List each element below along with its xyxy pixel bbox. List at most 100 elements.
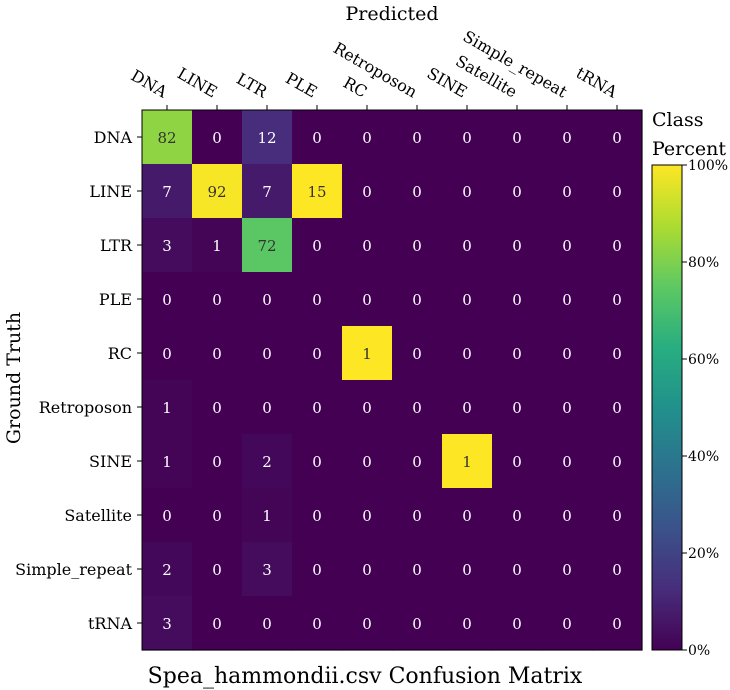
cell-value-label: 0 [612,453,622,471]
cell-value-label: 0 [512,399,522,417]
cell-value-label: 0 [162,507,172,525]
heatmap-cell [192,488,243,543]
colorbar-tick-label: 100% [688,158,728,174]
heatmap-cell [342,218,393,273]
heatmap-cell [242,110,293,165]
cell-value-label: 0 [162,291,172,309]
cell-value-label: 0 [412,237,422,255]
cell-value-label: 0 [262,291,272,309]
heatmap-cell [342,380,393,435]
colorbar-title-line-1: Class [652,109,703,131]
heatmap-cell [142,596,193,651]
heatmap-cell [442,596,493,651]
cell-value-labels: 82 0 12 0 0 0 0 0 0 07 92 7 15 0 0 0 0 0 03 1 72 0 0 0 0 0 0 00 0 0 0 0… [157,129,621,633]
heatmap-cell [542,272,593,327]
cell-value-label: 0 [212,291,222,309]
cell-value-label: 0 [512,615,522,633]
colorbar-tick-label: 40% [688,449,719,465]
cell-value-label: 0 [462,129,472,147]
cell-value-label: 0 [512,183,522,201]
heatmap-cell [342,272,393,327]
heatmap-cell [142,542,193,597]
cell-value-label: 0 [362,399,372,417]
heatmap-cell [542,542,593,597]
heatmap-cell [442,326,493,381]
heatmap-cell [592,434,643,489]
heatmap-cell [292,380,343,435]
cell-value-label: 0 [462,561,472,579]
heatmap-cell [492,488,543,543]
cell-value-label: 0 [312,237,322,255]
cell-value-label: 15 [307,183,326,201]
cell-value-label: 0 [212,561,222,579]
heatmap-cell [442,380,493,435]
cell-value-label: 0 [362,183,372,201]
heatmap-cell [292,164,343,219]
x-axis-title: Predicted [345,3,438,25]
y-tick-label: Satellite [64,506,132,525]
heatmap-cell [542,218,593,273]
cell-value-label: 0 [212,345,222,363]
cell-value-label: 0 [512,453,522,471]
heatmap-cell [342,542,393,597]
cell-value-label: 0 [212,507,222,525]
cell-value-label: 1 [262,507,272,525]
heatmap-cell [192,326,243,381]
y-tick-label: DNA [94,128,133,147]
cell-value-label: 0 [612,507,622,525]
cell-value-label: 0 [362,453,372,471]
cell-value-label: 0 [412,507,422,525]
cell-value-label: 1 [162,399,172,417]
cell-value-label: 0 [612,237,622,255]
heatmap-cell [242,272,293,327]
cell-value-label: 7 [262,183,272,201]
heatmap-cell [142,110,193,165]
cell-value-label: 0 [412,183,422,201]
heatmap-cell [542,380,593,435]
colorbar-tick-label: 20% [688,546,719,562]
heatmap-cell [442,110,493,165]
cell-value-label: 0 [362,291,372,309]
heatmap-cell [592,542,643,597]
cell-value-label: 0 [612,399,622,417]
heatmap-cell [342,164,393,219]
cell-value-label: 12 [257,129,276,147]
heatmap-cell [292,218,343,273]
heatmap-cell [492,218,543,273]
heatmap-cell [342,488,393,543]
cell-value-label: 0 [262,615,272,633]
cell-value-label: 0 [412,453,422,471]
heatmap-cell [542,164,593,219]
cell-value-label: 0 [462,345,472,363]
chart-title: Spea_hammondii.csv Confusion Matrix [148,664,583,689]
heatmap-cell [342,434,393,489]
heatmap-cell [592,218,643,273]
plot-frame [141,109,643,651]
heatmap-cell [342,596,393,651]
heatmap-cell [442,272,493,327]
heatmap-cell [142,488,193,543]
cell-value-label: 0 [462,291,472,309]
cell-value-label: 0 [312,291,322,309]
heatmap-cell [592,380,643,435]
cell-value-label: 0 [612,129,622,147]
heatmap-cell [192,218,243,273]
cell-value-label: 0 [462,183,472,201]
heatmap-cell [542,326,593,381]
cell-value-label: 92 [207,183,226,201]
x-tick-label: PLE [282,68,320,101]
cell-value-label: 0 [312,507,322,525]
heatmap-cell [192,380,243,435]
heatmap-cell [392,326,443,381]
heatmap-cell [392,110,443,165]
heatmap-cell [192,596,243,651]
cell-value-label: 0 [562,453,572,471]
cell-value-label: 3 [162,615,172,633]
heatmap-cell [292,110,343,165]
cell-value-label: 0 [362,507,372,525]
cell-value-label: 0 [462,237,472,255]
cell-value-label: 72 [257,237,276,255]
y-tick-label: LTR [100,236,133,255]
heatmap-cell [542,434,593,489]
